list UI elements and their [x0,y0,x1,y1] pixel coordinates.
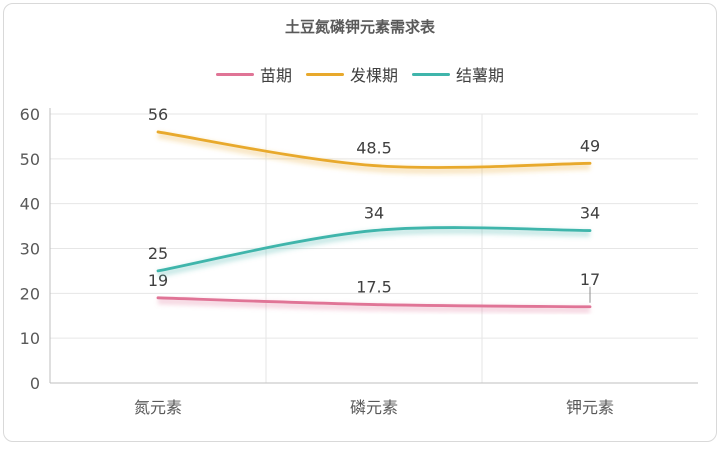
y-tick-label: 60 [20,105,40,124]
x-tick-label: 磷元素 [350,398,398,417]
series-line-growth [156,130,592,169]
chart-card: 土豆氮磷钾元素需求表 苗期 发棵期 结薯期 0 10 20 30 40 50 60 氮元素 磷元… [3,3,717,442]
data-label-growth: 49 [580,136,600,155]
x-tick-label: 氮元素 [134,398,182,417]
y-tick-label: 40 [20,195,40,214]
series-shadow-tuber [157,227,591,278]
legend-item-tuber[interactable]: 结薯期 [412,62,504,86]
legend-label-growth: 发棵期 [349,66,398,85]
series-line-seedling [156,296,592,309]
data-label-growth: 56 [148,105,168,124]
y-tick-label: 30 [20,240,40,259]
y-tick-label: 50 [20,150,40,169]
y-tick-label: 10 [20,329,40,348]
chart-title: 土豆氮磷钾元素需求表 [284,18,435,36]
series-shadow-seedling [157,297,591,314]
series-line-tuber [156,226,592,273]
legend: 苗期 发棵期 结薯期 [4,62,716,86]
y-tick-label: 0 [30,374,40,393]
legend-label-tuber: 结薯期 [456,66,505,85]
data-label-tuber: 34 [364,204,384,223]
data-label-growth: 48.5 [356,139,392,158]
y-tick-label: 20 [20,284,40,303]
data-label-seedling: 17.5 [356,278,392,297]
legend-label-seedling: 苗期 [259,66,292,85]
legend-item-seedling[interactable]: 苗期 [215,62,292,86]
legend-swatch-seedling [215,72,254,76]
data-label-tuber: 25 [148,244,168,263]
legend-swatch-tuber [412,72,450,76]
legend-item-growth[interactable]: 发棵期 [305,62,398,86]
legend-swatch-growth [305,72,344,76]
x-tick-label: 钾元素 [566,398,614,417]
series-shadow-growth [157,131,591,174]
data-label-seedling: 17 [580,270,600,289]
data-label-tuber: 34 [580,204,600,223]
